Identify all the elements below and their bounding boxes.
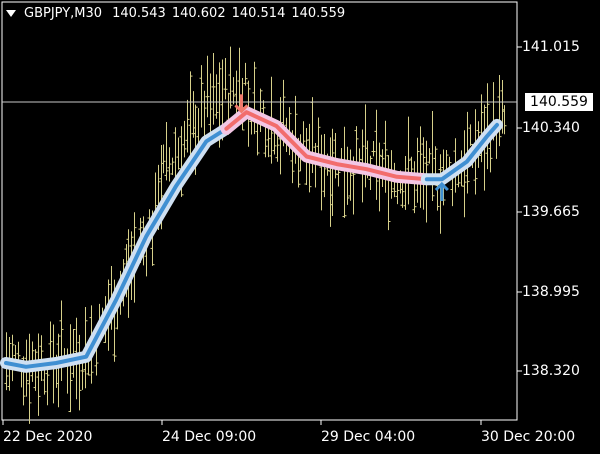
time-axis-label: 24 Dec 09:00 bbox=[162, 429, 257, 445]
price-axis-label: 139.665 bbox=[522, 204, 580, 220]
current-price-tag: 140.559 bbox=[525, 93, 593, 111]
price-axis-label: 138.995 bbox=[522, 284, 580, 300]
low-price: 140.514 bbox=[231, 5, 286, 21]
indicator-line bbox=[4, 126, 229, 369]
price-axis-label: 141.015 bbox=[522, 39, 580, 55]
price-axis-label: 138.320 bbox=[522, 363, 580, 379]
time-axis-label: 30 Dec 20:00 bbox=[481, 429, 576, 445]
chart-header: GBPJPY,M30 140.543 140.602 140.514 140.5… bbox=[6, 5, 351, 21]
close-price: 140.559 bbox=[291, 5, 346, 21]
dropdown-triangle-icon[interactable] bbox=[6, 9, 16, 17]
indicator-glow bbox=[220, 106, 433, 186]
plot-frame bbox=[1, 1, 518, 421]
open-price: 140.543 bbox=[112, 5, 166, 21]
indicator-glow bbox=[0, 122, 233, 373]
time-axis-label: 29 Dec 04:00 bbox=[321, 429, 416, 445]
buy-arrow-icon bbox=[434, 181, 449, 201]
symbol-timeframe: GBPJPY,M30 bbox=[24, 5, 103, 21]
price-axis-label: 140.340 bbox=[522, 120, 580, 136]
indicator-line bbox=[424, 122, 499, 182]
sell-arrow-icon bbox=[234, 94, 249, 114]
time-axis-label: 22 Dec 2020 bbox=[3, 429, 93, 445]
indicator-line bbox=[224, 110, 429, 182]
high-price: 140.602 bbox=[171, 5, 226, 21]
